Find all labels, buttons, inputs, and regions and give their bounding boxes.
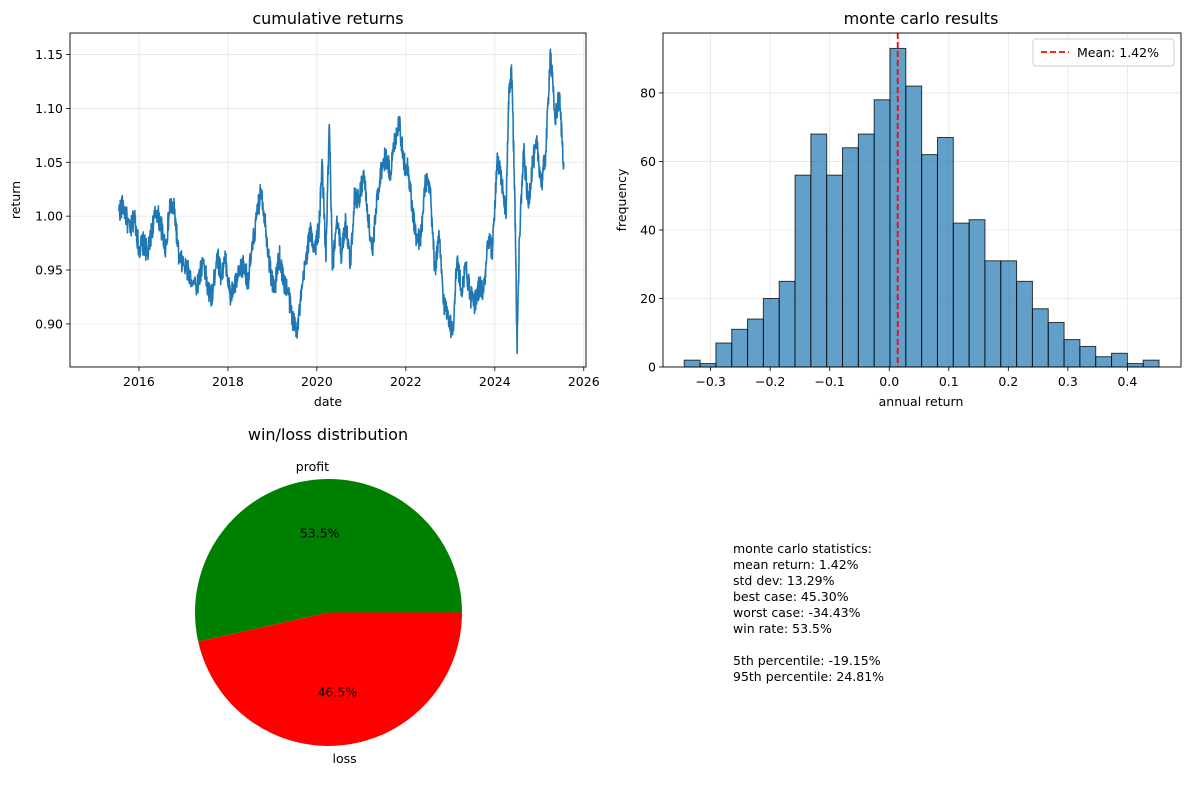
y-tick-label: 1.00 — [35, 209, 63, 224]
legend-box — [1032, 38, 1175, 67]
y-tick-label: 80 — [640, 85, 656, 100]
histogram-bar — [826, 174, 844, 368]
pie-label: profit — [296, 459, 329, 474]
x-tick-label: 0.0 — [879, 374, 899, 389]
x-tick-label: 0.4 — [1117, 374, 1137, 389]
x-tick-label: 0.1 — [939, 374, 959, 389]
histogram-bar — [715, 342, 733, 368]
histogram-bar — [762, 297, 780, 368]
histogram-bar — [1079, 345, 1097, 368]
histogram-bar — [1016, 280, 1033, 368]
legend: Mean: 1.42% — [1032, 38, 1175, 67]
histogram-bar — [857, 133, 875, 368]
histogram-bar — [747, 318, 764, 368]
histogram-bar — [1063, 339, 1081, 368]
y-tick-label: 20 — [640, 291, 656, 306]
pie-label: loss — [333, 751, 357, 766]
histogram-bar — [731, 328, 749, 368]
line-series — [118, 48, 565, 355]
histogram-bar — [794, 174, 812, 368]
stats-line: 95th percentile: 24.81% — [733, 669, 884, 684]
stats-line: monte carlo statistics: — [733, 541, 872, 556]
histogram-bar — [842, 147, 859, 368]
histogram-bar — [778, 280, 796, 368]
histogram-bar — [952, 222, 970, 368]
x-tick-label: −0.2 — [755, 374, 785, 389]
y-tick-label: 1.05 — [35, 155, 63, 170]
x-tick-label: 0.2 — [998, 374, 1018, 389]
y-tick-label: 0.95 — [35, 263, 63, 278]
histogram-bar — [1095, 356, 1113, 368]
chart-title: cumulative returns — [252, 9, 403, 28]
plot-frame — [69, 32, 587, 368]
y-axis-label: return — [8, 181, 23, 219]
chart-title: win/loss distribution — [248, 425, 408, 444]
stats-line: mean return: 1.42% — [733, 557, 859, 572]
y-tick-label: 60 — [640, 154, 656, 169]
y-tick-label: 0.90 — [35, 316, 63, 331]
histogram-bar — [699, 363, 717, 368]
y-tick-label: 1.15 — [35, 47, 63, 62]
x-tick-label: 2020 — [301, 374, 333, 389]
monte-carlo-panel: monte carlo results −0.3 −0.2 −0.1 0.0 0.1 0.… — [614, 9, 1182, 409]
stats-line: std dev: 13.29% — [733, 573, 835, 588]
histogram-bar — [683, 359, 701, 368]
pie-slice-profit — [195, 478, 462, 642]
chart-title: monte carlo results — [844, 9, 999, 28]
axis-ticks: −0.3 −0.2 −0.1 0.0 0.1 0.2 0.3 0.4 0 20 40 60 80 — [640, 85, 1137, 389]
plot-frame — [662, 32, 1182, 368]
x-tick-label: 2016 — [123, 374, 155, 389]
return-line — [118, 48, 565, 355]
pie-slices: profit 53.5% loss 46.5% — [195, 459, 462, 766]
y-axis-label: frequency — [614, 168, 629, 231]
histogram-bar — [1047, 321, 1065, 368]
legend-entry: Mean: 1.42% — [1077, 45, 1159, 60]
y-tick-label: 1.10 — [35, 101, 63, 116]
x-tick-label: 2024 — [479, 374, 511, 389]
x-tick-label: −0.1 — [815, 374, 845, 389]
pie-percentage: 53.5% — [300, 525, 340, 540]
x-tick-label: −0.3 — [695, 374, 725, 389]
y-tick-label: 0 — [648, 360, 656, 375]
histogram-bar — [873, 99, 891, 368]
stats-line: best case: 45.30% — [733, 589, 849, 604]
y-tick-label: 40 — [640, 222, 656, 237]
histogram-bar — [984, 260, 1002, 368]
x-tick-label: 0.3 — [1058, 374, 1078, 389]
win-loss-panel: win/loss distribution profit 53.5% loss 46.… — [195, 425, 462, 766]
pie-slice-loss — [198, 612, 462, 746]
histogram-bar — [905, 85, 923, 368]
x-axis-label: date — [314, 394, 342, 409]
x-tick-label: 2022 — [390, 374, 422, 389]
pie-percentage: 46.5% — [317, 685, 357, 700]
stats-line: worst case: -34.43% — [733, 605, 861, 620]
histogram-bar — [810, 133, 828, 368]
axis-ticks: 2016 2018 2020 2022 2024 2026 0.90 0.95 1.00 1.05… — [35, 47, 600, 389]
stats-line: 5th percentile: -19.15% — [733, 653, 881, 668]
histogram-bar — [968, 219, 986, 368]
stats-line: win rate: 53.5% — [733, 621, 832, 636]
histogram-bar — [1000, 260, 1018, 368]
histogram-bar — [921, 154, 938, 368]
statistics-text: monte carlo statistics:mean return: 1.42… — [733, 541, 884, 684]
x-axis-label: annual return — [879, 394, 964, 409]
histogram-bar — [1031, 308, 1049, 368]
histogram-bar — [1111, 352, 1128, 368]
histogram-bar — [1142, 359, 1160, 368]
histogram-bar — [936, 136, 954, 368]
x-tick-label: 2018 — [212, 374, 244, 389]
cumulative-returns-panel: cumulative returns 2016 2018 2020 2022 2024 2… — [8, 9, 600, 409]
histogram-bar — [1126, 363, 1144, 368]
x-tick-label: 2026 — [568, 374, 600, 389]
